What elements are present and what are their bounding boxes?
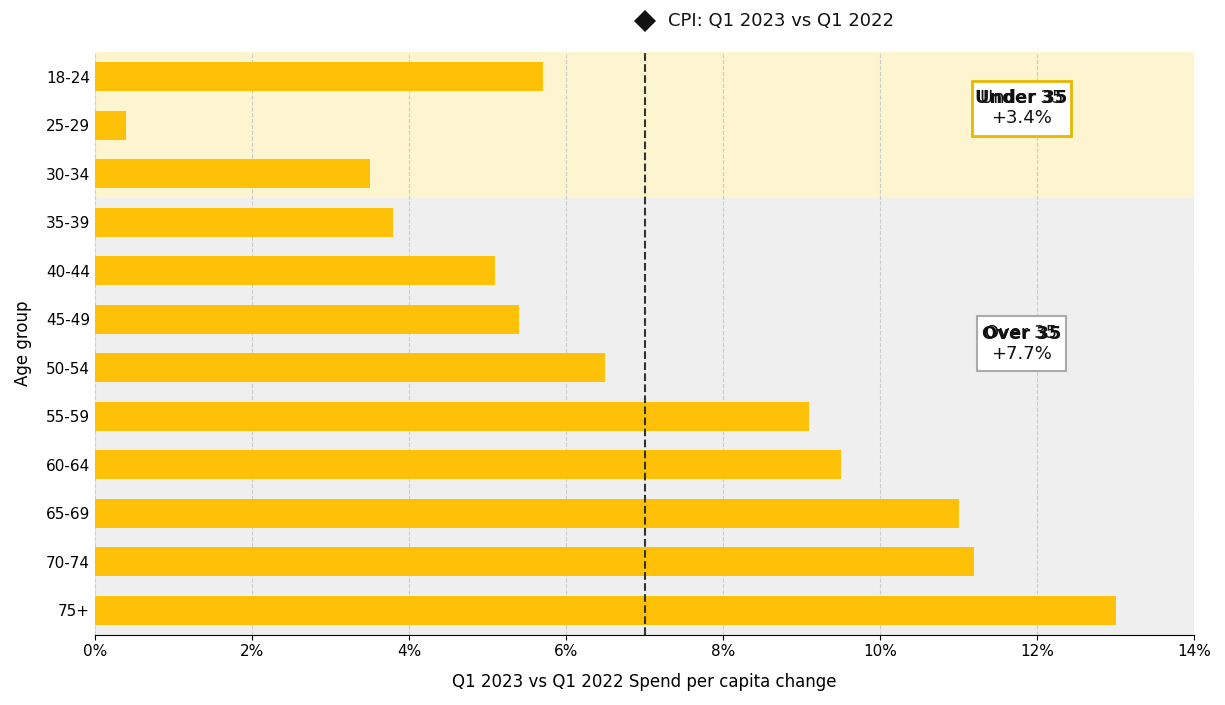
Text: Under 35: Under 35	[975, 90, 1068, 107]
Bar	[96, 498, 959, 528]
Y-axis label: Age group: Age group	[13, 300, 32, 386]
X-axis label: Q1 2023 vs Q1 2022 Spend per capita change: Q1 2023 vs Q1 2022 Spend per capita chan…	[452, 673, 837, 691]
Bar	[96, 256, 495, 286]
Bar	[96, 111, 126, 140]
Text: Over 35: Over 35	[981, 325, 1061, 343]
Bar	[96, 159, 370, 188]
Bar	[96, 402, 810, 431]
Bar	[96, 596, 1116, 625]
Bar	[96, 547, 974, 576]
Bar	[96, 450, 840, 479]
Bar	[96, 305, 519, 333]
Text: Under 35
+3.4%: Under 35 +3.4%	[980, 89, 1063, 128]
Text: CPI: Q1 2023 vs Q1 2022: CPI: Q1 2023 vs Q1 2022	[668, 12, 894, 30]
Text: Over 35
+7.7%: Over 35 +7.7%	[985, 324, 1057, 363]
Bar	[96, 62, 543, 91]
Bar	[96, 353, 605, 382]
Bar	[96, 52, 1194, 198]
Bar	[96, 207, 393, 237]
Bar	[96, 198, 1194, 634]
